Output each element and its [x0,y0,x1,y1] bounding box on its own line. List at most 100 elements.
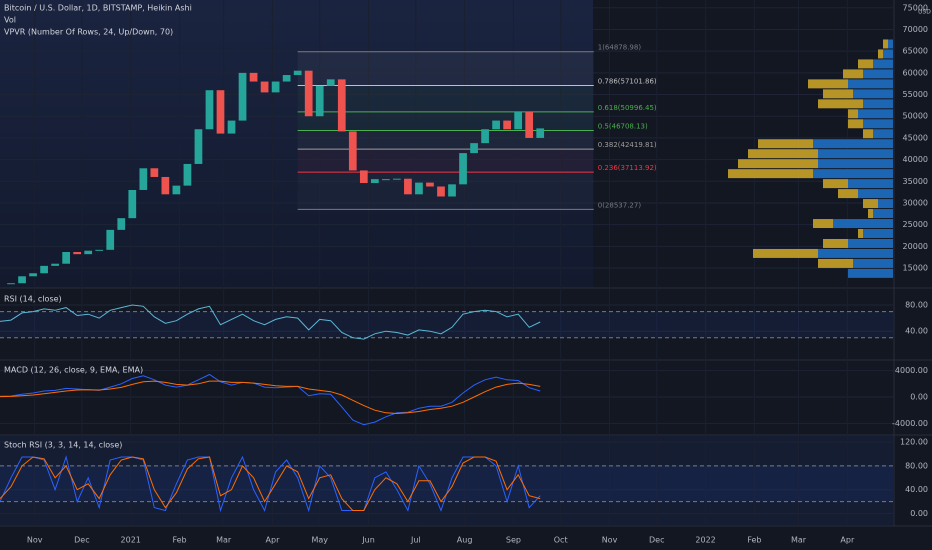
profile-down [728,169,813,179]
candle [337,79,346,132]
candle [315,85,324,117]
candle [448,184,456,197]
candle [348,131,357,171]
macd-title: MACD (12, 26, close, 9, EMA, EMA) [4,366,143,375]
y-tick-label: 65000 [903,47,928,56]
profile-down [738,159,818,169]
vol-label: Vol [4,16,16,25]
y-tick-label: -4000.00 [892,419,928,428]
x-tick-label: Jul [410,536,421,545]
series-line [0,456,541,511]
series-line [0,455,541,513]
x-tick-label: 2022 [695,536,715,545]
x-tick-label: Oct [554,536,568,545]
vpvr-label: VPVR (Number Of Rows, 24, Up/Down, 70) [4,28,173,37]
x-tick-label: Nov [27,536,43,545]
profile-up [833,219,893,229]
fib-zone [297,172,594,210]
candle [304,70,313,117]
y-tick-label: 0.00 [910,392,928,401]
profile-down [858,229,863,238]
candle [161,176,170,195]
candle [216,90,225,134]
candle [40,265,48,274]
candle [470,143,478,154]
candle [7,283,15,285]
profile-up [818,149,893,159]
fib-label: 0.5(46708.13) [598,123,648,131]
y-tick-label: 80.00 [905,461,928,470]
x-tick-label: 2021 [121,536,141,545]
profile-up [853,89,893,99]
profile-up [813,169,893,179]
fib-zone [297,130,594,150]
candle [382,179,390,181]
x-tick-label: Mar [216,536,232,545]
candle [415,182,423,195]
band-fill [0,465,893,502]
profile-up [888,39,893,49]
x-tick-label: Dec [649,536,664,545]
y-tick-label: 55000 [903,90,928,99]
profile-down [808,79,848,89]
candle [73,252,82,255]
profile-up [863,229,893,238]
x-tick-label: Nov [602,536,618,545]
profile-down [813,219,833,229]
y-tick-label: 60000 [903,68,928,77]
profile-up [858,189,893,199]
profile-down [863,199,878,209]
profile-down [823,89,853,99]
profile-down [818,99,863,109]
y-tick-label: 25000 [903,220,928,229]
series-line [0,304,541,340]
profile-up [863,69,893,79]
profile-up [873,59,893,69]
candle [492,120,500,130]
y-tick-label: 15000 [903,264,928,273]
profile-up [878,199,893,209]
chart-title: Bitcoin / U.S. Dollar, 1D, BITSTAMP, Hei… [4,4,192,13]
profile-down [758,139,813,149]
fib-label: 0.618(50996.45) [598,104,657,112]
candle [271,81,280,93]
profile-up [853,258,893,268]
y-tick-label: 4000.00 [895,366,928,375]
x-tick-label: Apr [266,536,281,545]
band-fill [0,311,893,338]
profile-down [858,59,873,69]
x-tick-label: May [311,536,328,545]
candle [260,81,269,93]
profile-down [818,258,853,268]
y-tick-label: 70000 [903,25,928,34]
candle [370,179,379,184]
candle [139,168,148,190]
profile-down [868,209,873,219]
x-tick-label: Dec [74,536,89,545]
candle [106,229,115,250]
candle [117,218,126,230]
candle [62,252,71,264]
candle [282,75,291,82]
stoch-title: Stoch RSI (3, 3, 14, 14, close) [4,441,122,450]
profile-down [838,189,858,199]
candle [426,182,434,187]
candle [525,111,534,138]
profile-up [873,209,893,219]
series-line [0,380,541,415]
x-tick-label: Apr [840,536,855,545]
candle [84,250,93,255]
candle [95,249,104,251]
candle [293,70,302,76]
candle [183,163,192,186]
profile-up [863,119,893,129]
highlight-zone [0,0,593,288]
candle [459,153,467,185]
candle [227,120,236,134]
candle [51,263,59,266]
candle [18,276,26,284]
y-tick-label: 0.00 [910,509,928,518]
y-tick-label: 30000 [903,198,928,207]
